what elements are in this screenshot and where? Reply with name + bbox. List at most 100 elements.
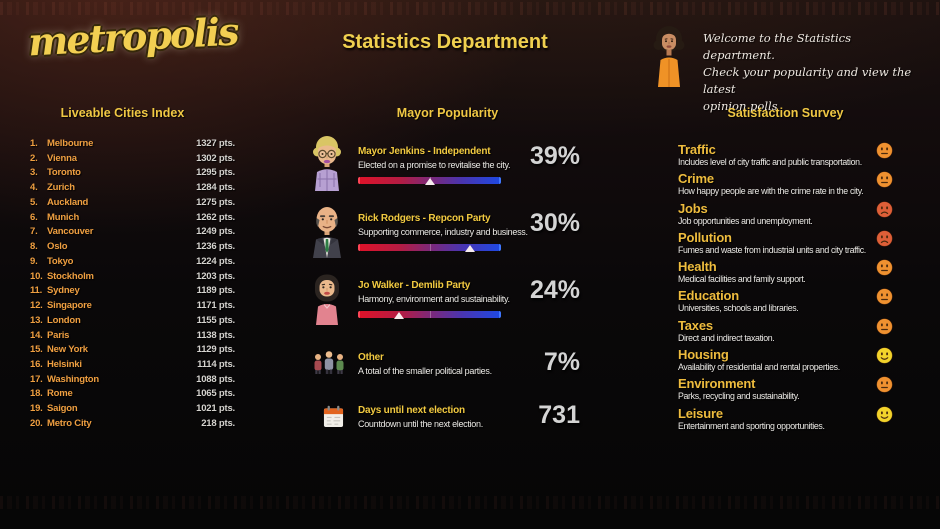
survey-category-label: Education <box>678 288 740 304</box>
neutral-face-icon <box>876 259 893 276</box>
bottom-border-pattern <box>0 496 940 509</box>
city-row: 14. Paris 1138 pts. <box>30 330 235 345</box>
city-rank: 19. <box>30 403 43 415</box>
advisor-avatar <box>651 25 687 87</box>
city-row: 19. Saigon 1021 pts. <box>30 403 235 418</box>
spectrum-marker <box>394 312 405 319</box>
survey-category-label: Crime <box>678 171 714 187</box>
city-points: 1129 pts. <box>196 344 236 356</box>
city-row: 3. Toronto 1295 pts. <box>30 167 235 182</box>
sad-face-icon <box>876 230 893 247</box>
advisor-message-line: Welcome to the Statistics department. <box>703 31 851 62</box>
top-border-pattern <box>0 2 940 15</box>
survey-row: Health Medical facilities and family supp… <box>678 259 893 288</box>
city-points: 1302 pts. <box>196 152 235 164</box>
candidate-percentage: 7% <box>543 348 580 376</box>
city-name: Munich <box>47 211 80 223</box>
candidate-name: Other <box>358 352 384 363</box>
city-row: 6. Munich 1262 pts. <box>30 212 235 227</box>
city-rank: 5. <box>30 196 38 208</box>
city-points: 1138 pts. <box>196 329 236 341</box>
cities-list: 1. Melbourne 1327 pts. 2. Vienna 1302 pts. 3. T… <box>30 138 235 433</box>
city-rank: 6. <box>30 211 38 223</box>
city-name: Helsinki <box>47 359 82 371</box>
spectrum-marker <box>424 178 435 185</box>
city-rank: 12. <box>30 300 43 312</box>
city-row: 15. New York 1129 pts. <box>30 344 235 359</box>
city-rank: 16. <box>30 359 43 371</box>
advisor-message-line: opinion polls <box>703 99 778 113</box>
city-rank: 14. <box>30 329 43 341</box>
city-name: London <box>47 314 81 326</box>
city-row: 4. Zurich 1284 pts. <box>30 182 235 197</box>
survey-category-description: Availability of residential and rental p… <box>678 362 840 373</box>
metropolis-logo: metropolis <box>26 8 239 65</box>
city-rank: 10. <box>30 270 43 282</box>
survey-row: Education Universities, schools and libra… <box>678 288 893 317</box>
survey-category-label: Environment <box>678 376 756 392</box>
city-points: 1275 pts. <box>196 196 235 208</box>
neutral-face-icon <box>876 376 893 394</box>
sad-face-icon <box>876 200 893 218</box>
candidate-description: Harmony, environment and sustainability. <box>358 294 510 304</box>
candidate-row: Jo Walker - Demlib Party Harmony, environ… <box>305 269 580 333</box>
neutral-face-icon <box>876 171 893 188</box>
survey-category-description: Universities, schools and libraries. <box>678 303 799 314</box>
city-name: Metro City <box>47 417 92 429</box>
spectrum-center-tick <box>429 244 431 251</box>
survey-row: Leisure Entertainment and sporting opport… <box>678 406 893 435</box>
survey-row: Jobs Job opportunities and unemployment. <box>678 201 893 230</box>
city-points: 1088 pts. <box>196 373 235 385</box>
city-points: 1021 pts. <box>196 403 235 415</box>
city-row: 18. Rome 1065 pts. <box>30 388 235 403</box>
city-rank: 7. <box>30 226 38 238</box>
city-name: Toronto <box>47 167 81 179</box>
mayor-popularity-panel: Days until next election Countdown until… <box>305 135 580 465</box>
city-rank: 11. <box>30 285 43 297</box>
candidate-row: Other A total of the smaller political pa… <box>305 341 580 405</box>
city-rank: 3. <box>30 167 38 179</box>
candidate-percentage: 39% <box>529 142 580 170</box>
survey-row: Traffic Includes level of city traffic an… <box>678 142 893 171</box>
spectrum-center-tick <box>429 311 431 318</box>
city-rank: 15. <box>30 344 43 356</box>
survey-row: Crime How happy people are with the crime… <box>678 171 893 200</box>
city-points: 1155 pts. <box>196 314 236 326</box>
city-points: 1262 pts. <box>196 211 235 223</box>
survey-row: Environment Parks, recycling and sustaina… <box>678 376 893 405</box>
walker-avatar <box>305 269 349 325</box>
advisor-message: Welcome to the Statistics department. Ch… <box>703 30 918 115</box>
happy-face-icon <box>876 347 893 364</box>
happy-face-icon <box>876 406 893 423</box>
city-points: 1295 pts. <box>196 167 235 179</box>
candidate-description: A total of the smaller political parties… <box>358 366 492 376</box>
neutral-face-icon <box>876 318 893 335</box>
city-points: 1114 pts. <box>197 359 235 371</box>
city-points: 1189 pts. <box>196 285 236 297</box>
survey-category-label: Leisure <box>678 405 723 421</box>
city-points: 1203 pts. <box>196 270 235 282</box>
city-name: Saigon <box>47 403 78 415</box>
candidate-description: Supporting commerce, industry and busine… <box>358 227 528 237</box>
city-name: Vienna <box>47 152 77 164</box>
survey-row: Taxes Direct and indirect taxation. <box>678 318 893 347</box>
city-points: 1284 pts. <box>196 182 235 194</box>
election-countdown-value: 731 <box>538 401 580 429</box>
election-countdown-description: Countdown until the next election. <box>358 419 483 429</box>
rodgers-avatar <box>305 202 349 258</box>
survey-category-label: Health <box>678 259 717 275</box>
calendar-icon <box>323 405 344 428</box>
city-row: 9. Tokyo 1224 pts. <box>30 256 235 271</box>
candidate-name: Rick Rodgers - Repcon Party <box>358 213 491 224</box>
survey-row: Housing Availability of residential and r… <box>678 347 893 376</box>
survey-category-label: Housing <box>678 347 729 363</box>
city-row: 16. Helsinki 1114 pts. <box>30 359 235 374</box>
survey-row: Pollution Fumes and waste from industrial… <box>678 230 893 259</box>
city-points: 1065 pts. <box>196 388 235 400</box>
city-rank: 9. <box>30 255 38 267</box>
city-row: 11. Sydney 1189 pts. <box>30 285 235 300</box>
survey-category-description: Fumes and waste from industrial units an… <box>678 244 866 255</box>
advisor-message-line: Check your popularity and view the lates… <box>703 65 912 96</box>
survey-category-label: Pollution <box>678 229 732 245</box>
